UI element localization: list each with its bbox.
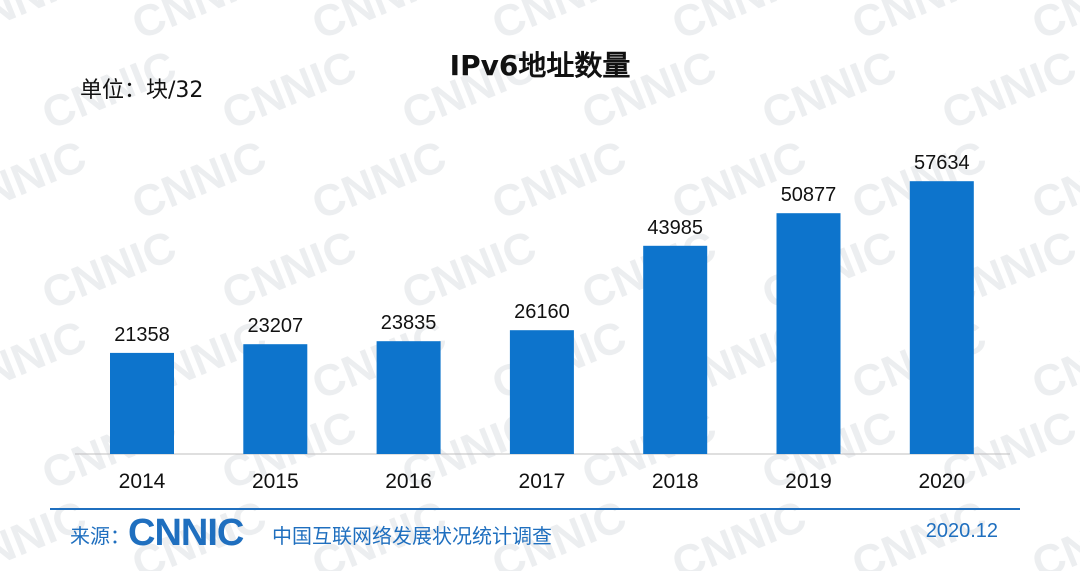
data-label-2020: 57634 xyxy=(914,152,970,174)
footer-date: 2020.12 xyxy=(925,520,998,542)
x-tick-label-2016: 2016 xyxy=(385,470,432,493)
x-tick-label-2017: 2017 xyxy=(519,470,566,493)
chart-title: IPv6地址数量 xyxy=(449,49,631,82)
data-label-2015: 23207 xyxy=(247,315,303,337)
cnnic-logo: CNNIC xyxy=(128,514,245,550)
x-tick-label-2020: 2020 xyxy=(918,470,965,493)
x-tick-label-2015: 2015 xyxy=(252,470,299,493)
x-tick-label-2014: 2014 xyxy=(119,470,166,493)
bar-2014 xyxy=(110,352,174,454)
data-label-2018: 43985 xyxy=(647,217,703,239)
source-label: 来源： xyxy=(70,524,130,548)
x-tick-label-2018: 2018 xyxy=(652,470,699,493)
bar-2018 xyxy=(643,245,708,454)
data-label-2016: 23835 xyxy=(381,312,437,334)
svg-text:CNNIC: CNNIC xyxy=(128,514,244,550)
bar-2017 xyxy=(509,330,574,454)
footer-divider xyxy=(50,508,1020,510)
data-label-2019: 50877 xyxy=(781,184,837,206)
x-tick-label-2019: 2019 xyxy=(785,470,832,493)
unit-label: 单位：块/32 xyxy=(80,78,204,103)
bar-2016 xyxy=(376,341,441,454)
bar-2015 xyxy=(243,344,308,454)
data-label-2017: 26160 xyxy=(514,301,570,323)
data-label-2014: 21358 xyxy=(114,324,170,346)
bar-chart: 21358 2014 23207 2015 23835 2016 26160 2017 4398… xyxy=(75,152,1010,493)
bar-2019 xyxy=(776,213,841,454)
bar-2020 xyxy=(909,181,974,454)
organization-name: 中国互联网络发展状况统计调查 xyxy=(272,524,552,548)
